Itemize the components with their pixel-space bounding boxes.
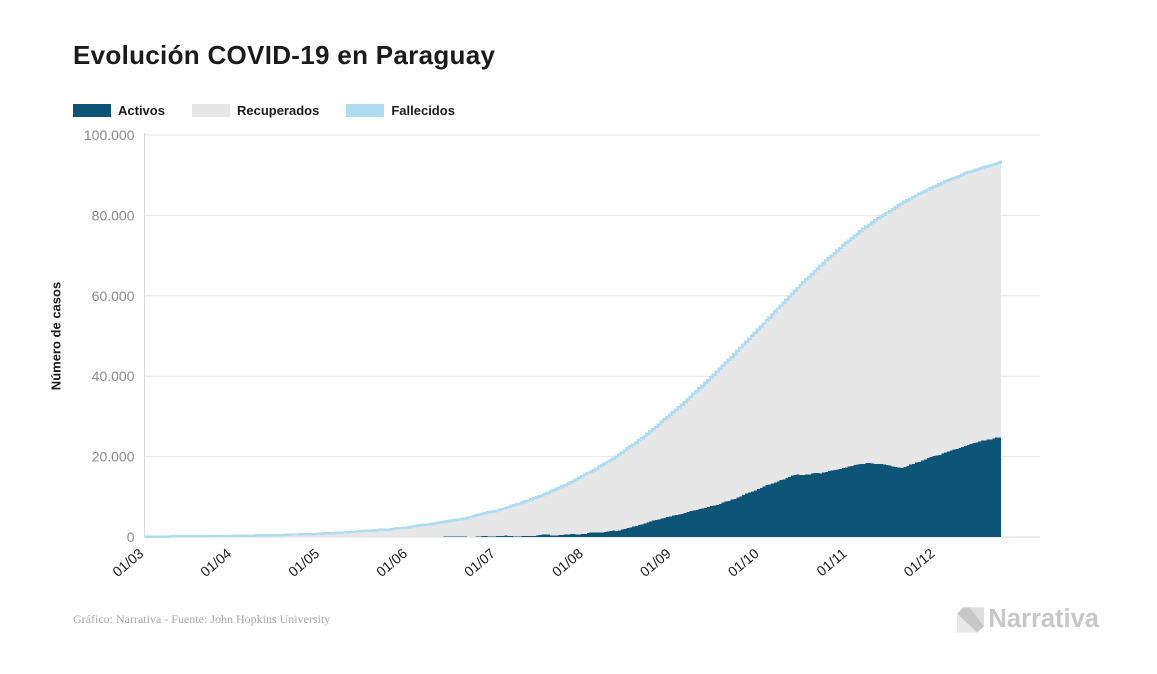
svg-text:01/11: 01/11 [813, 545, 849, 579]
svg-text:01/12: 01/12 [900, 545, 937, 580]
svg-text:80.000: 80.000 [92, 207, 135, 223]
svg-text:01/06: 01/06 [373, 545, 410, 580]
svg-text:01/09: 01/09 [637, 545, 674, 580]
svg-text:60.000: 60.000 [92, 288, 135, 304]
svg-text:01/08: 01/08 [549, 545, 586, 580]
svg-text:01/03: 01/03 [109, 545, 146, 580]
svg-text:01/10: 01/10 [725, 545, 762, 580]
svg-text:01/05: 01/05 [285, 545, 322, 580]
svg-text:20.000: 20.000 [92, 449, 135, 465]
svg-text:0: 0 [127, 529, 135, 545]
svg-text:01/07: 01/07 [461, 545, 498, 580]
svg-text:40.000: 40.000 [92, 368, 135, 384]
svg-text:100.000: 100.000 [84, 127, 135, 143]
svg-text:01/04: 01/04 [197, 545, 234, 580]
